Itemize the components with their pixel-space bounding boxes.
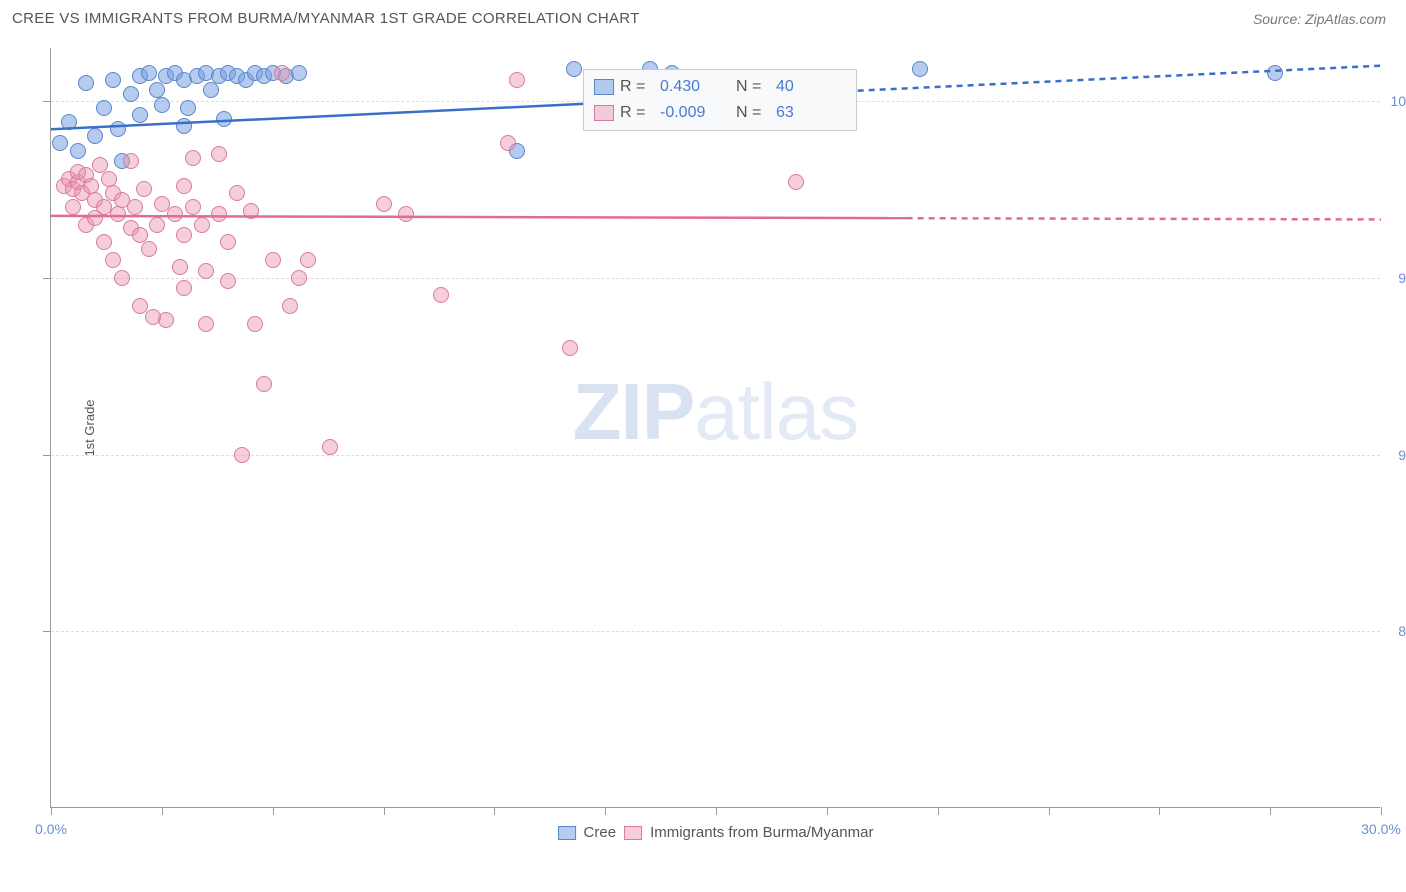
x-tick: [1270, 807, 1271, 815]
x-tick: [827, 807, 828, 815]
x-tick: [605, 807, 606, 815]
x-tick-label: 0.0%: [35, 821, 67, 837]
y-tick-label: 95.0%: [1398, 270, 1406, 286]
x-tick: [1159, 807, 1160, 815]
legend-swatch: [558, 826, 576, 840]
correlation-legend: R = 0.430 N = 40 R = -0.009 N = 63: [583, 69, 857, 131]
x-tick: [51, 807, 52, 815]
chart-title: CREE VS IMMIGRANTS FROM BURMA/MYANMAR 1S…: [12, 10, 640, 27]
x-tick: [1381, 807, 1382, 815]
legend-swatch: [594, 105, 614, 121]
scatter-chart: 1st Grade ZIPatlas 85.0%90.0%95.0%100.0%…: [50, 48, 1380, 808]
y-tick-label: 100.0%: [1391, 93, 1406, 109]
y-tick: [43, 455, 51, 456]
r-value: 0.430: [660, 78, 730, 96]
x-tick: [494, 807, 495, 815]
n-value: 63: [776, 104, 846, 122]
y-tick-label: 90.0%: [1398, 447, 1406, 463]
x-tick: [162, 807, 163, 815]
r-label: R =: [620, 78, 654, 96]
legend-label: Cree: [584, 824, 617, 841]
x-tick: [1049, 807, 1050, 815]
trend-line: [51, 48, 1381, 808]
legend-swatch: [594, 79, 614, 95]
y-tick: [43, 278, 51, 279]
y-tick-label: 85.0%: [1398, 623, 1406, 639]
y-tick: [43, 631, 51, 632]
legend-label: Immigrants from Burma/Myanmar: [650, 824, 873, 841]
n-value: 40: [776, 78, 846, 96]
legend-swatch: [624, 826, 642, 840]
legend-row: R = 0.430 N = 40: [594, 74, 846, 100]
x-tick: [716, 807, 717, 815]
source-label: Source: ZipAtlas.com: [1253, 11, 1386, 27]
y-tick: [43, 101, 51, 102]
x-tick-label: 30.0%: [1361, 821, 1401, 837]
x-tick: [384, 807, 385, 815]
r-label: R =: [620, 104, 654, 122]
r-value: -0.009: [660, 104, 730, 122]
chart-header: CREE VS IMMIGRANTS FROM BURMA/MYANMAR 1S…: [0, 0, 1406, 35]
series-legend: Cree Immigrants from Burma/Myanmar: [558, 824, 874, 841]
n-label: N =: [736, 104, 770, 122]
n-label: N =: [736, 78, 770, 96]
x-tick: [273, 807, 274, 815]
x-tick: [938, 807, 939, 815]
legend-row: R = -0.009 N = 63: [594, 100, 846, 126]
